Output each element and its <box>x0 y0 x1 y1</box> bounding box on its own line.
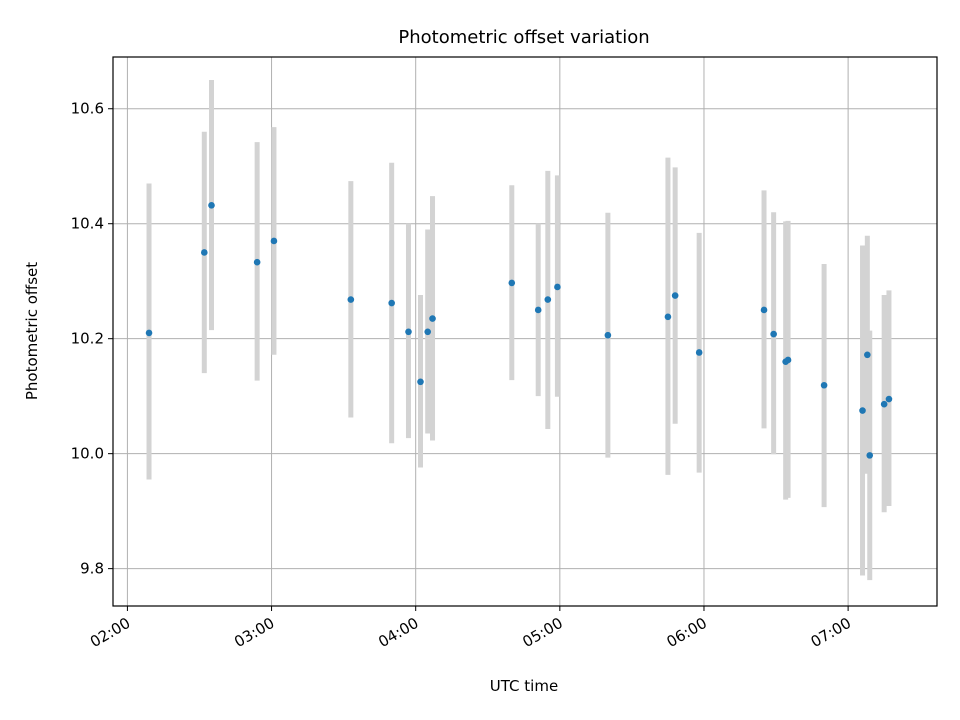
x-tick-label: 03:00 <box>231 614 277 651</box>
data-point <box>554 283 561 291</box>
data-points <box>145 202 893 459</box>
data-point <box>208 202 215 209</box>
data-point <box>200 249 208 256</box>
data-point <box>866 452 874 459</box>
x-axis-ticks: 02:00 03:00 04:00 05:00 06:00 07:00 <box>87 606 854 651</box>
y-axis-label: Photometric offset <box>23 262 41 400</box>
y-tick-label: 10.0 <box>71 445 104 463</box>
data-point <box>859 407 866 414</box>
y-tick-label: 9.8 <box>80 560 104 578</box>
data-point <box>145 329 153 337</box>
y-tick-label: 10.2 <box>71 330 104 348</box>
data-point <box>405 328 412 336</box>
data-point <box>347 296 355 303</box>
data-point <box>880 400 888 408</box>
data-point <box>508 279 516 287</box>
data-point <box>864 351 871 359</box>
data-point <box>820 381 828 389</box>
data-point <box>417 378 424 386</box>
data-point <box>671 292 679 299</box>
data-point <box>664 313 672 321</box>
y-axis-ticks: 9.8 10.0 10.2 10.4 10.6 <box>71 100 113 578</box>
y-tick-label: 10.4 <box>71 215 104 233</box>
chart-title: Photometric offset variation <box>398 27 649 48</box>
data-point <box>253 258 261 266</box>
y-tick-label: 10.6 <box>71 100 104 118</box>
x-tick-label: 07:00 <box>808 614 854 651</box>
error-bars <box>146 79 892 581</box>
x-axis-label: UTC time <box>490 677 558 695</box>
data-point <box>270 237 278 245</box>
x-tick-label: 06:00 <box>664 614 710 651</box>
data-point <box>388 299 395 307</box>
data-point <box>784 356 792 364</box>
data-point <box>429 315 436 322</box>
x-tick-label: 02:00 <box>87 614 133 651</box>
grid-lines <box>113 57 937 606</box>
x-tick-label: 04:00 <box>375 614 421 651</box>
data-point <box>760 306 768 314</box>
data-point <box>604 331 612 339</box>
x-tick-label: 05:00 <box>519 614 565 651</box>
data-point <box>544 296 552 303</box>
plot-frame <box>112 56 938 607</box>
data-point <box>424 328 432 336</box>
data-point <box>695 349 703 356</box>
data-point <box>770 330 777 338</box>
data-point <box>885 395 893 403</box>
data-point <box>534 306 542 314</box>
